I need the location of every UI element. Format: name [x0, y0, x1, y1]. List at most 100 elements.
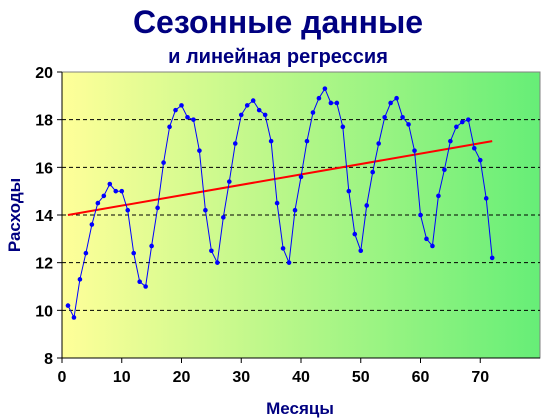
data-point [352, 231, 358, 237]
data-point [424, 236, 429, 242]
chart-subtitle: и линейная регрессия [168, 46, 388, 68]
data-point [400, 114, 405, 120]
data-point [119, 188, 125, 194]
data-point [376, 141, 381, 146]
data-point [143, 284, 148, 289]
x-axis-ticks: 0 10 20 30 40 50 60 70 [58, 369, 490, 386]
data-point [412, 148, 417, 153]
data-point [107, 181, 113, 187]
data-point [262, 112, 268, 118]
x-tick-label: 0 [58, 369, 67, 386]
y-tick-label: 8 [44, 351, 53, 368]
data-point [489, 255, 495, 261]
data-point [113, 188, 119, 194]
data-series [65, 86, 495, 320]
data-point [185, 114, 190, 120]
data-point [137, 279, 142, 285]
data-point [340, 124, 346, 130]
data-point [203, 207, 208, 213]
data-point [436, 193, 441, 199]
data-point [292, 207, 298, 213]
x-tick-label: 30 [232, 369, 250, 386]
data-point [382, 114, 387, 120]
data-point [316, 95, 322, 101]
data-point [460, 119, 465, 125]
data-point [268, 138, 274, 144]
chart-title: Сезонные данные [132, 4, 424, 40]
data-point [155, 205, 160, 211]
y-tick-label: 12 [35, 256, 53, 273]
data-point [448, 138, 453, 144]
data-point [191, 117, 196, 122]
data-point [358, 248, 364, 254]
y-tick-label: 16 [35, 160, 53, 177]
axes [57, 71, 540, 363]
data-point [227, 179, 232, 184]
data-point [209, 248, 214, 254]
x-tick-label: 70 [471, 369, 489, 386]
data-point [483, 196, 489, 201]
data-point [418, 212, 423, 218]
data-point [83, 250, 89, 256]
y-axis-ticks: 8 10 12 14 16 18 20 [35, 65, 53, 368]
data-point [250, 98, 256, 103]
data-point [238, 112, 244, 118]
y-tick-label: 14 [35, 208, 53, 225]
data-point [334, 100, 340, 106]
data-point [65, 303, 71, 308]
trend-line [67, 140, 493, 216]
data-point [215, 260, 220, 265]
data-point [232, 141, 238, 146]
data-point [286, 260, 292, 265]
data-point [298, 174, 304, 180]
data-point [322, 86, 328, 91]
data-point [466, 117, 471, 122]
data-point [173, 107, 178, 113]
data-point [430, 243, 435, 249]
data-point [256, 107, 262, 113]
x-tick-label: 60 [412, 369, 430, 386]
series-line [67, 87, 493, 320]
x-tick-label: 10 [113, 369, 131, 386]
data-point [179, 103, 184, 108]
data-point [370, 169, 376, 175]
data-point [161, 160, 166, 165]
data-point [406, 122, 411, 127]
data-point [442, 167, 447, 173]
y-tick-label: 10 [35, 303, 53, 320]
data-point [388, 100, 393, 106]
data-point [304, 138, 310, 144]
y-axis-title: Расходы [5, 178, 24, 252]
data-point [394, 95, 399, 101]
data-point [95, 200, 101, 206]
x-tick-label: 20 [173, 369, 191, 386]
gridlines [62, 119, 540, 311]
data-point [477, 157, 483, 163]
data-point [364, 203, 370, 208]
y-tick-label: 20 [35, 65, 53, 82]
y-tick-label: 18 [35, 113, 53, 130]
data-point [274, 200, 280, 206]
regression-line [67, 140, 493, 216]
data-point [471, 145, 477, 151]
data-point [101, 193, 107, 199]
data-point [89, 222, 95, 227]
data-point [244, 103, 250, 108]
data-point [197, 148, 202, 153]
data-point [310, 110, 316, 115]
data-point [131, 250, 136, 256]
data-point [221, 215, 226, 220]
data-point [346, 188, 352, 194]
x-axis-title: Месяцы [266, 399, 334, 418]
data-point [125, 207, 131, 213]
data-point [149, 243, 154, 249]
data-point [77, 277, 83, 282]
data-point [167, 124, 172, 130]
data-point [71, 315, 77, 320]
x-tick-label: 40 [292, 369, 310, 386]
x-tick-label: 50 [352, 369, 370, 386]
data-point [280, 246, 286, 251]
data-point [328, 100, 334, 106]
data-point [454, 124, 459, 130]
